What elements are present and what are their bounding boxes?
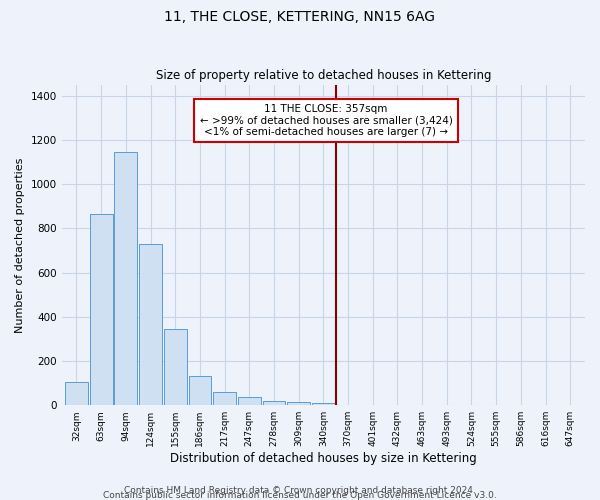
Bar bbox=[263, 401, 286, 405]
Bar bbox=[312, 404, 335, 405]
X-axis label: Distribution of detached houses by size in Kettering: Distribution of detached houses by size … bbox=[170, 452, 477, 465]
Bar bbox=[188, 376, 211, 405]
Bar bbox=[287, 402, 310, 405]
Text: Contains HM Land Registry data © Crown copyright and database right 2024.: Contains HM Land Registry data © Crown c… bbox=[124, 486, 476, 495]
Bar bbox=[115, 152, 137, 405]
Text: Contains public sector information licensed under the Open Government Licence v3: Contains public sector information licen… bbox=[103, 491, 497, 500]
Text: 11, THE CLOSE, KETTERING, NN15 6AG: 11, THE CLOSE, KETTERING, NN15 6AG bbox=[164, 10, 436, 24]
Bar bbox=[238, 398, 260, 405]
Bar bbox=[90, 214, 113, 405]
Bar bbox=[164, 329, 187, 405]
Bar bbox=[65, 382, 88, 405]
Bar bbox=[213, 392, 236, 405]
Y-axis label: Number of detached properties: Number of detached properties bbox=[15, 157, 25, 332]
Bar bbox=[139, 244, 162, 405]
Title: Size of property relative to detached houses in Kettering: Size of property relative to detached ho… bbox=[155, 69, 491, 82]
Text: 11 THE CLOSE: 357sqm
← >99% of detached houses are smaller (3,424)
<1% of semi-d: 11 THE CLOSE: 357sqm ← >99% of detached … bbox=[200, 104, 452, 137]
